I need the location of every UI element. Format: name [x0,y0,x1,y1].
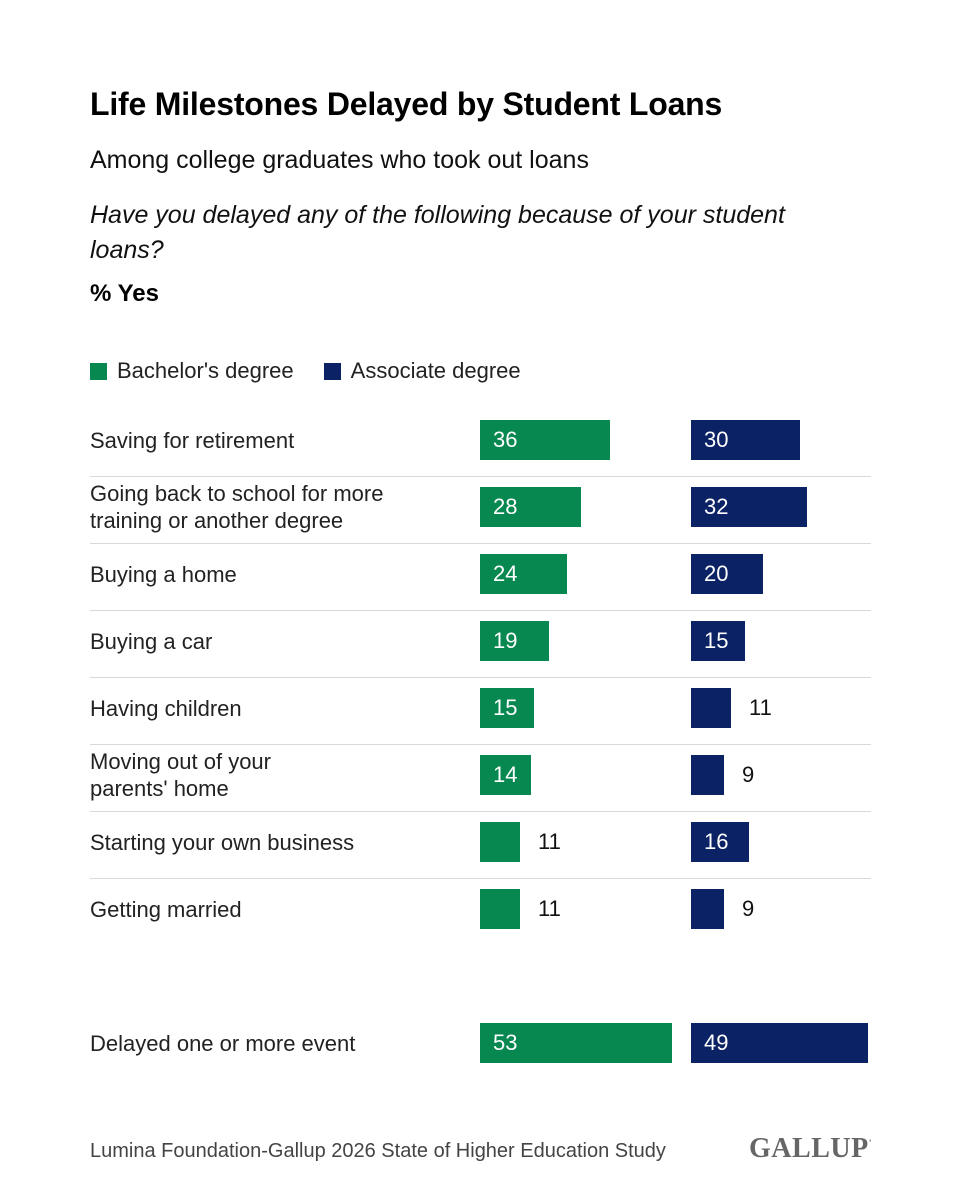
row-divider [90,811,871,812]
data-label-bachelors: 53 [493,1030,518,1055]
bar-bachelors [480,822,520,862]
row-divider [90,543,871,544]
data-label-associate: 49 [704,1030,729,1055]
data-label-associate: 9 [742,762,755,787]
bar-bachelors [480,755,531,795]
legend-label-associate: Associate degree [350,358,521,383]
bar-associate [691,755,724,795]
row-label: Moving out of your parents' home [90,749,271,801]
bar-associate [691,621,745,661]
legend-item-associate: Associate degree [323,358,521,384]
row-divider [90,878,871,879]
data-label-bachelors: 19 [493,628,518,653]
data-label-bachelors: 36 [493,427,518,452]
bar-bachelors [480,621,549,661]
data-label-associate: 9 [742,896,755,921]
bar-bachelors [480,487,581,527]
row-label: Having children [90,695,242,721]
row-label: Delayed one or more event [90,1030,356,1056]
bar-associate [691,688,731,728]
page-title: Life Milestones Delayed by Student Loans [90,86,723,122]
bar-bachelors [480,554,567,594]
row-label: Buying a home [90,561,237,587]
row-divider [90,744,871,745]
gallup-logo: GALLUP' [749,1133,872,1164]
data-label-bachelors: 24 [493,561,518,586]
row-label: Saving for retirement [90,427,295,453]
data-label-associate: 20 [704,561,729,586]
data-label-bachelors: 28 [493,494,518,519]
bar-associate [691,420,800,460]
data-label-associate: 32 [704,494,729,519]
legend-swatch-bachelors [90,362,107,380]
bar-bachelors [480,420,610,460]
legend: Bachelor's degree Associate degree [90,358,551,384]
data-label-bachelors: 11 [538,896,561,921]
bar-associate [691,889,724,929]
legend-swatch-associate [323,362,341,380]
source-note: Lumina Foundation-Gallup 2026 State of H… [90,1140,666,1162]
bar-bachelors [480,1023,672,1063]
row-label: Getting married [90,896,242,922]
bar-bachelors [480,889,520,929]
data-label-associate: 30 [704,427,729,452]
bar-bachelors [480,688,534,728]
data-label-bachelors: 14 [493,762,518,787]
row-divider [90,677,871,678]
data-label-associate: 16 [704,829,729,854]
row-divider [90,610,871,611]
row-divider [90,476,871,477]
bar-associate [691,822,749,862]
data-label-bachelors: 15 [493,695,518,720]
bar-associate [691,554,763,594]
data-label-bachelors: 11 [538,829,561,854]
row-label: Going back to school for more training o… [90,481,384,533]
gallup-logo-text: GALLUP [749,1133,869,1164]
row-label: Buying a car [90,628,213,654]
row-label: Starting your own business [90,829,355,855]
legend-label-bachelors: Bachelor's degree [117,358,294,383]
data-label-associate: 15 [704,628,729,653]
subtitle: Among college graduates who took out loa… [90,146,589,174]
data-label-associate: 11 [749,695,772,720]
unit-label: % Yes [90,280,159,307]
bar-associate [691,487,807,527]
survey-question: Have you delayed any of the following be… [90,201,785,264]
bar-associate [691,1023,868,1063]
legend-item-bachelors: Bachelor's degree [90,358,294,384]
